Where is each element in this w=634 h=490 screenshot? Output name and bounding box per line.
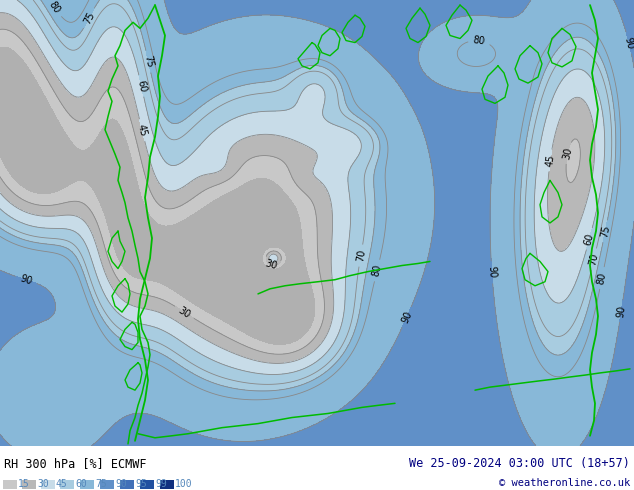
Text: 30: 30 — [37, 480, 49, 490]
Text: 60: 60 — [75, 480, 87, 490]
Text: 99: 99 — [155, 480, 167, 490]
Text: 80: 80 — [596, 271, 608, 285]
Text: 60: 60 — [583, 232, 596, 246]
Text: 75: 75 — [95, 480, 107, 490]
Bar — [22, 480, 36, 489]
Text: 75: 75 — [142, 54, 155, 69]
Text: 90: 90 — [616, 304, 627, 318]
Text: 45: 45 — [56, 480, 68, 490]
Text: 60: 60 — [135, 79, 148, 93]
Text: 90: 90 — [623, 36, 634, 50]
Text: RH 300 hPa [%] ECMWF: RH 300 hPa [%] ECMWF — [4, 457, 146, 470]
Text: 90: 90 — [115, 480, 127, 490]
Text: 70: 70 — [588, 252, 600, 267]
Bar — [60, 480, 74, 489]
Text: 95: 95 — [135, 480, 146, 490]
Text: 90: 90 — [486, 266, 497, 279]
Text: 75: 75 — [82, 10, 96, 26]
Text: 80: 80 — [47, 0, 62, 15]
Bar — [41, 480, 55, 489]
Text: 30: 30 — [264, 259, 279, 272]
Text: 90: 90 — [399, 310, 414, 325]
Text: 90: 90 — [19, 273, 34, 287]
Bar — [100, 480, 114, 489]
Bar — [120, 480, 134, 489]
Bar — [80, 480, 94, 489]
Text: 45: 45 — [136, 123, 148, 137]
Text: 70: 70 — [355, 248, 367, 263]
Bar — [3, 480, 17, 489]
Text: 80: 80 — [472, 35, 486, 47]
Text: 30: 30 — [562, 146, 574, 160]
Text: 30: 30 — [177, 305, 192, 320]
Text: © weatheronline.co.uk: © weatheronline.co.uk — [499, 478, 630, 488]
Text: 75: 75 — [599, 224, 611, 239]
Text: We 25-09-2024 03:00 UTC (18+57): We 25-09-2024 03:00 UTC (18+57) — [409, 457, 630, 470]
Text: 45: 45 — [545, 154, 556, 167]
Bar — [140, 480, 154, 489]
Text: 15: 15 — [18, 480, 30, 490]
Text: 100: 100 — [175, 480, 193, 490]
Bar — [160, 480, 174, 489]
Text: 80: 80 — [371, 264, 384, 278]
